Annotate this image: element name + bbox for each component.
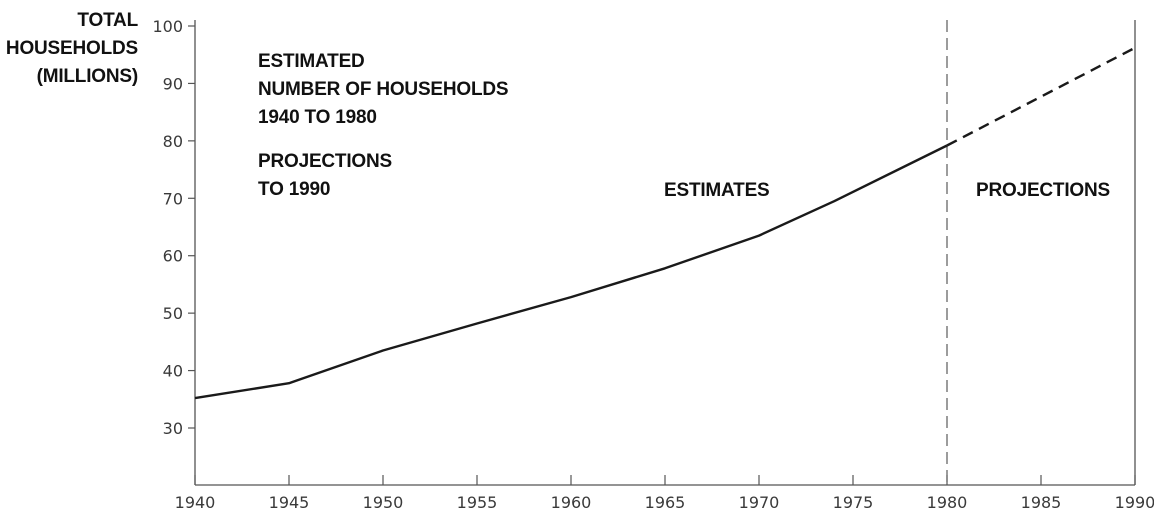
data-series [194,46,1136,400]
x-tick-label: 1950 [363,493,404,512]
estimates-line [194,144,948,400]
x-tick-label: 1965 [645,493,686,512]
y-axis-title-line-3: (MILLIONS) [37,66,138,87]
x-tick-label: 1975 [833,493,874,512]
chart-title-line-1: ESTIMATED [258,51,365,72]
chart-subtitle-line-1: PROJECTIONS [258,151,392,172]
chart-subtitle-line-2: TO 1990 [258,179,330,200]
y-tick-label: 70 [163,189,183,208]
y-tick-label: 100 [152,17,183,36]
x-tick-label: 1955 [457,493,498,512]
chart-title-line-2: NUMBER OF HOUSEHOLDS [258,79,508,100]
x-tick-label: 1980 [927,493,968,512]
x-tick-label: 1985 [1021,493,1062,512]
x-tick-label: 1940 [175,493,216,512]
projections-region-label: PROJECTIONS [976,180,1110,201]
y-tick-label: 80 [163,132,183,151]
y-tick-label: 50 [163,304,183,323]
projections-line [946,46,1136,147]
estimates-region-label: ESTIMATES [664,180,770,201]
y-axis-title-line-1: TOTAL [77,10,138,31]
y-tick-label: 90 [163,74,183,93]
chart-title-line-3: 1940 TO 1980 [258,107,377,128]
x-tick-label: 1990 [1115,493,1154,512]
y-tick-label: 60 [163,247,183,266]
x-tick-label: 1970 [739,493,780,512]
y-tick-label: 30 [163,419,183,438]
y-axis-title-line-2: HOUSEHOLDS [6,38,138,59]
x-tick-label: 1960 [551,493,592,512]
y-tick-label: 40 [163,362,183,381]
y-axis-ticks: 30 40 50 60 70 80 90 100 [152,17,195,438]
x-tick-label: 1945 [269,493,310,512]
x-axis-ticks: 1940 1945 1950 1955 1960 1965 1970 1975 1980 1985… [175,475,1154,512]
